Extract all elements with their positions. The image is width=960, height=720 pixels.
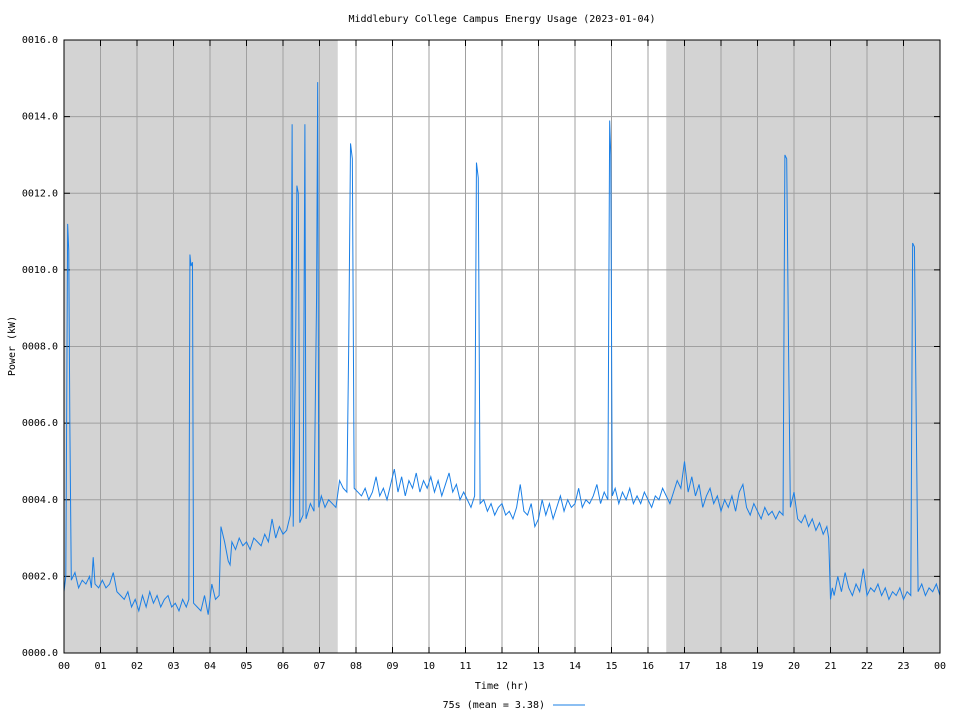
x-tick-label: 13 [532, 661, 544, 672]
x-tick-label: 04 [204, 661, 216, 672]
x-tick-label: 19 [751, 661, 763, 672]
y-tick-label: 0010.0 [22, 265, 58, 276]
x-tick-label: 00 [934, 661, 946, 672]
x-tick-label: 20 [788, 661, 800, 672]
y-tick-label: 0014.0 [22, 112, 58, 123]
x-axis-label: Time (hr) [475, 681, 529, 692]
x-tick-label: 15 [605, 661, 617, 672]
y-tick-label: 0004.0 [22, 495, 58, 506]
data-line [63, 82, 941, 615]
x-tick-label: 11 [459, 661, 471, 672]
y-tick-label: 0006.0 [22, 418, 58, 429]
x-tick-label: 12 [496, 661, 508, 672]
y-tick-label: 0002.0 [22, 571, 58, 582]
y-tick-label: 0012.0 [22, 188, 58, 199]
x-tick-label: 21 [824, 661, 836, 672]
chart-title: Middlebury College Campus Energy Usage (… [348, 14, 655, 25]
x-tick-label: 10 [423, 661, 435, 672]
x-tick-label: 06 [277, 661, 289, 672]
x-tick-label: 09 [386, 661, 398, 672]
x-tick-label: 01 [94, 661, 106, 672]
x-tick-label: 00 [58, 661, 70, 672]
x-tick-label: 17 [678, 661, 690, 672]
legend-label: 75s (mean = 3.38) [443, 700, 545, 711]
x-tick-label: 07 [313, 661, 325, 672]
x-tick-label: 22 [861, 661, 873, 672]
plot-frame [63, 39, 941, 654]
y-tick-label: 0016.0 [22, 35, 58, 46]
y-axis-label: Power (kW) [7, 316, 18, 376]
x-tick-label: 03 [167, 661, 179, 672]
y-tick-label: 0008.0 [22, 342, 58, 353]
x-tick-label: 16 [642, 661, 654, 672]
x-tick-label: 14 [569, 661, 581, 672]
x-tick-label: 05 [240, 661, 252, 672]
x-tick-label: 23 [897, 661, 909, 672]
y-tick-label: 0000.0 [22, 648, 58, 659]
x-tick-label: 18 [715, 661, 727, 672]
x-tick-label: 02 [131, 661, 143, 672]
x-tick-label: 08 [350, 661, 362, 672]
